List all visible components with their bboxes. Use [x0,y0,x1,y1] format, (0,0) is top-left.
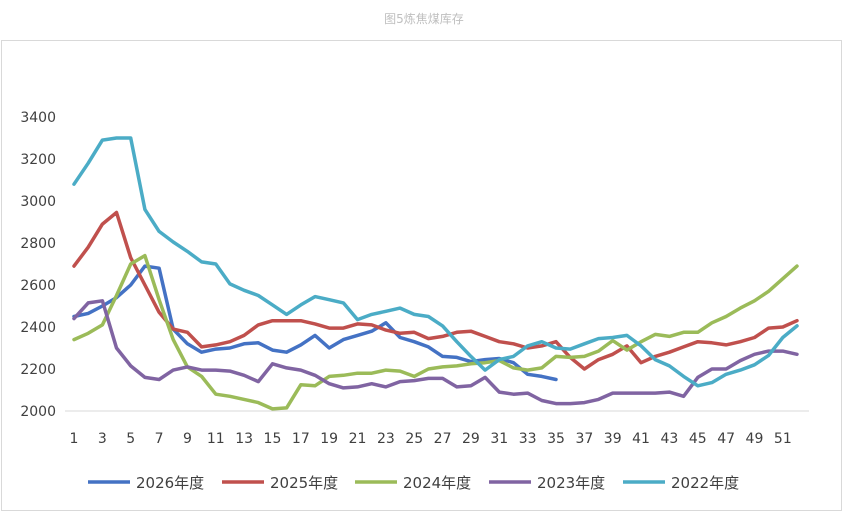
legend-label: 2022年度 [671,474,739,492]
x-tick-label: 9 [183,431,192,447]
x-tick-label: 43 [660,431,678,447]
x-tick-label: 49 [746,431,764,447]
x-tick-label: 39 [604,431,622,447]
legend: 2026年度 2025年度 2024年度 2023年度 2022年度 [88,474,739,492]
legend-item-2: 2024年度 [355,474,471,492]
x-tick-label: 31 [490,431,508,447]
series-line-3 [72,299,799,406]
legend-label: 2026年度 [136,474,204,492]
legend-item-0: 2026年度 [88,474,204,492]
x-tick-label: 45 [689,431,707,447]
legend-item-4: 2022年度 [623,474,739,492]
legend-label: 2024年度 [403,474,471,492]
x-tick-label: 11 [207,431,225,447]
y-tick-label: 3200 [20,152,56,168]
x-tick-label: 7 [155,431,164,447]
x-tick-label: 1 [70,431,79,447]
x-tick-label: 27 [434,431,452,447]
x-tick-label: 41 [632,431,650,447]
series-layer [72,136,799,411]
legend-label: 2025年度 [270,474,338,492]
series-line-1 [72,210,799,371]
x-tick-label: 37 [575,431,593,447]
x-tick-label: 15 [264,431,282,447]
series-line-2 [72,253,799,411]
x-tick-label: 33 [519,431,537,447]
x-tick-label: 25 [405,431,423,447]
x-tick-label: 51 [774,431,792,447]
x-tick-label: 13 [235,431,253,447]
y-tick-label: 2800 [20,236,56,252]
x-tick-label: 29 [462,431,480,447]
chart-frame [1,40,842,511]
x-tick-label: 17 [292,431,310,447]
x-tick-label: 19 [320,431,338,447]
y-tick-label: 2200 [20,362,56,378]
figure-caption: 图5炼焦煤库存 [384,12,464,26]
y-tick-label: 3000 [20,194,56,210]
x-tick-label: 3 [98,431,107,447]
x-tick-label: 35 [547,431,565,447]
y-tick-label: 2400 [20,320,56,336]
series-line-4 [72,136,799,388]
legend-label: 2023年度 [537,474,605,492]
legend-item-1: 2025年度 [222,474,338,492]
legend-item-3: 2023年度 [489,474,605,492]
y-tick-label: 3400 [20,110,56,126]
x-tick-label: 5 [126,431,135,447]
y-tick-label: 2000 [20,404,56,420]
y-tick-label: 2600 [20,278,56,294]
x-tick-label: 23 [377,431,395,447]
x-tick-label: 47 [717,431,735,447]
x-tick-label: 21 [349,431,367,447]
